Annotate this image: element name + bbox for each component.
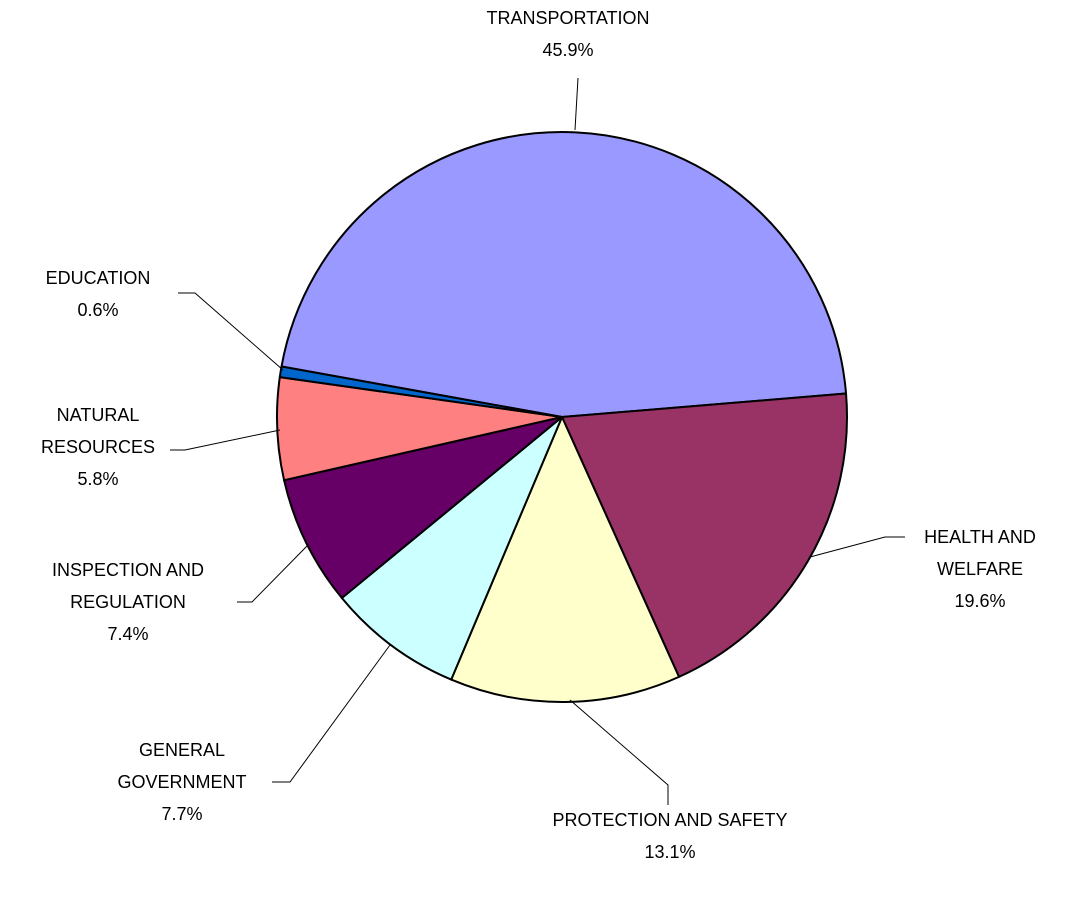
category-label: GENERAL GOVERNMENT xyxy=(117,740,247,792)
slice-label: PROTECTION AND SAFETY 13.1% xyxy=(550,804,790,868)
category-label: INSPECTION AND REGULATION xyxy=(51,560,205,612)
category-label: NATURAL RESOURCES xyxy=(40,405,156,457)
slice-label: EDUCATION 0.6% xyxy=(23,262,173,326)
pie-slice xyxy=(340,416,563,681)
slice-label: HEALTH AND WELFARE 19.6% xyxy=(900,521,1060,617)
pie-slice xyxy=(278,365,563,418)
pie-slice xyxy=(283,416,563,600)
slice-label: TRANSPORTATION 45.9% xyxy=(438,2,698,66)
leader-line xyxy=(237,544,309,603)
leader-line xyxy=(170,429,281,451)
leader-line xyxy=(809,536,905,558)
category-label: EDUCATION xyxy=(45,268,151,288)
slice-label: INSPECTION AND REGULATION 7.4% xyxy=(13,554,243,650)
leader-line xyxy=(178,292,284,371)
pie-slice xyxy=(280,131,848,418)
pie-slice xyxy=(450,416,680,703)
value-label: 45.9% xyxy=(542,40,594,60)
value-label: 5.8% xyxy=(77,469,119,489)
leader-line xyxy=(272,644,391,783)
value-label: 0.6% xyxy=(77,300,119,320)
value-label: 13.1% xyxy=(644,842,696,862)
category-label: PROTECTION AND SAFETY xyxy=(552,810,788,830)
leader-line xyxy=(569,699,669,805)
slice-label: GENERAL GOVERNMENT 7.7% xyxy=(97,734,267,830)
category-label: HEALTH AND WELFARE xyxy=(924,527,1036,579)
value-label: 7.7% xyxy=(161,804,203,824)
leader-line xyxy=(574,77,579,131)
slice-label: NATURAL RESOURCES 5.8% xyxy=(23,399,173,495)
category-label: TRANSPORTATION xyxy=(486,8,650,28)
value-label: 7.4% xyxy=(107,624,149,644)
value-label: 19.6% xyxy=(954,591,1006,611)
pie-slice xyxy=(561,392,848,678)
